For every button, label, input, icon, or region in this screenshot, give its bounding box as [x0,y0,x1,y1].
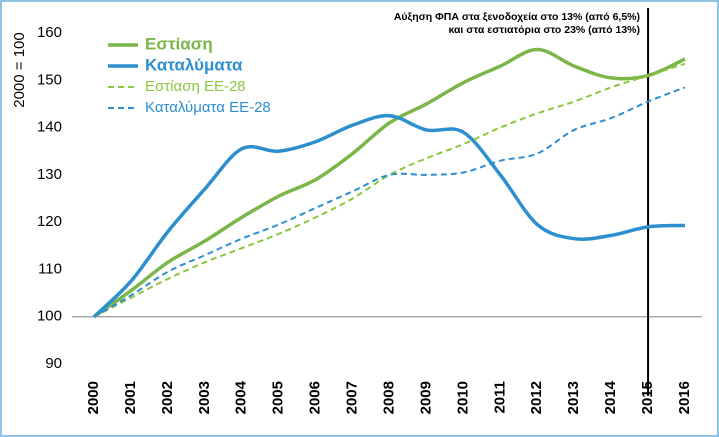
series-line [92,47,686,319]
annotation: και στα εστιατόρια στο 23% (από 13%) [448,24,640,36]
x-tick-label: 2001 [122,381,139,414]
x-tick-label: 2013 [565,381,582,414]
y-tick-label: 120 [37,213,62,230]
legend-label: Εστίαση ΕΕ-28 [145,78,246,95]
x-tick-label: 2009 [417,381,434,414]
y-tick-label: 110 [38,260,62,277]
y-tick-label: 160 [37,24,62,41]
y-axis-label: 2000 = 100 [11,32,28,108]
x-tick-label: 2010 [454,381,471,414]
x-tick-label: 2011 [491,381,508,414]
y-tick-label: 90 [45,355,62,372]
series-line [92,113,686,318]
x-tick-label: 2008 [380,381,397,414]
x-tick-label: 2007 [344,381,361,414]
y-tick-label: 140 [37,119,62,136]
series-line [93,62,686,318]
y-tick-label: 100 [37,308,62,325]
series-line [93,86,686,318]
annotation: Αύξηση ΦΠΑ στα ξενοδοχεία στο 13% (από 6… [394,11,640,23]
x-tick-label: 2012 [528,381,545,414]
legend-label: Καταλύματα [145,55,243,74]
x-tick-label: 2015 [639,381,656,414]
x-tick-label: 2000 [85,381,102,414]
x-tick-label: 2002 [159,381,176,414]
y-tick-label: 150 [37,71,62,88]
x-tick-label: 2004 [233,380,250,414]
x-tick-label: 2016 [676,381,693,414]
legend-label: Καταλύματα ΕΕ-28 [145,99,271,116]
x-tick-label: 2014 [602,380,619,414]
legend-label: Εστίαση [145,34,213,53]
x-tick-label: 2003 [196,381,213,414]
x-tick-label: 2006 [307,381,324,414]
x-tick-label: 2005 [270,381,287,414]
y-tick-label: 130 [37,166,62,183]
